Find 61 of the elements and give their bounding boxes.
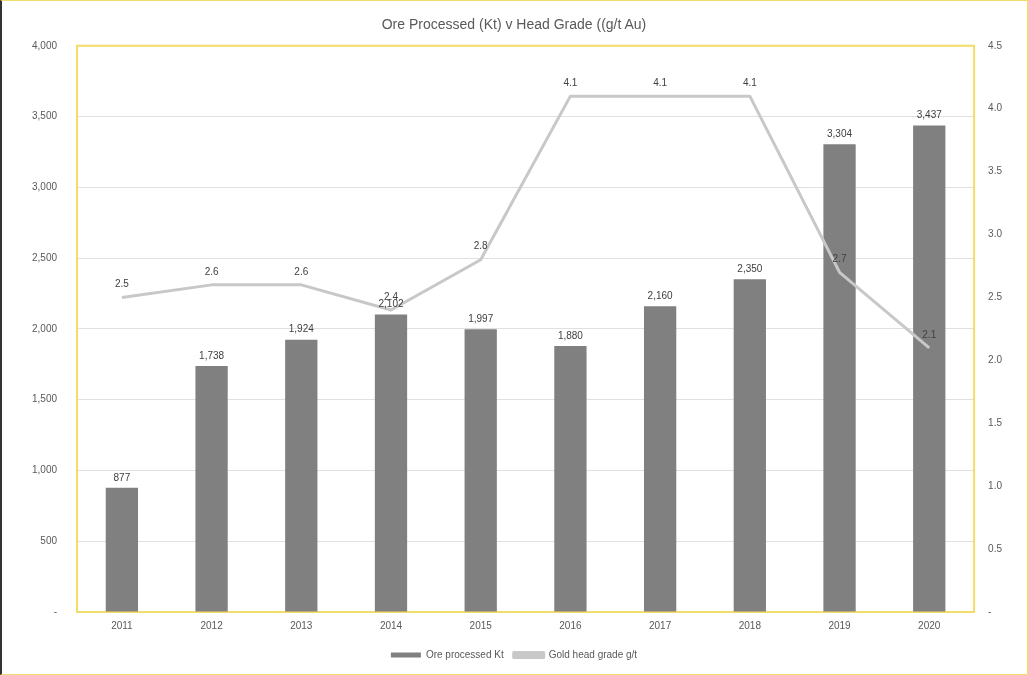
data-label: 4.1 <box>563 76 578 88</box>
y2-tick-label: - <box>988 605 992 617</box>
x-tick-label: 2012 <box>200 619 224 631</box>
x-tick-label: 2018 <box>738 619 762 631</box>
data-label: 2.7 <box>832 253 847 265</box>
data-label: 4.1 <box>653 76 668 88</box>
y-tick-label: 2,000 <box>31 322 58 334</box>
data-label: 1,924 <box>288 323 315 335</box>
bar <box>554 345 587 612</box>
y2-tick-label: 1.0 <box>988 479 1003 491</box>
x-tick-label: 2019 <box>828 619 852 631</box>
x-tick-label: 2016 <box>559 619 582 631</box>
data-label: 2,350 <box>737 263 763 275</box>
x-tick-label: 2014 <box>379 619 403 631</box>
data-label: 2.6 <box>294 265 309 277</box>
data-label: 2.1 <box>922 328 937 340</box>
y2-tick-label: 2.0 <box>988 354 1003 366</box>
y-tick-label: 500 <box>40 534 58 546</box>
x-tick-label: 2015 <box>469 619 493 631</box>
x-tick-label: 2011 <box>111 619 134 631</box>
x-tick-label: 2020 <box>918 619 941 631</box>
data-label: 2.5 <box>114 278 130 290</box>
bar <box>105 487 139 612</box>
y2-tick-label: 3.5 <box>988 165 1003 177</box>
y-tick-label: 2,500 <box>31 251 58 263</box>
y-tick-label: 1,000 <box>31 464 58 476</box>
bar <box>733 279 766 612</box>
data-label: 2,160 <box>647 290 674 301</box>
y-tick-label: - <box>53 605 58 617</box>
bar <box>643 306 677 612</box>
bar <box>464 329 497 612</box>
bar <box>374 314 408 612</box>
x-tick-label: 2017 <box>649 619 672 631</box>
data-label: 3,437 <box>916 109 943 121</box>
chart-title: Ore Processed (Kt) v Head Grade ((g/t Au) <box>381 16 647 33</box>
data-label: 1,880 <box>557 329 584 341</box>
bar <box>823 144 856 612</box>
bar <box>195 365 228 612</box>
data-label: 2,102 <box>378 298 404 310</box>
data-label: 1,997 <box>468 313 494 325</box>
legend-label: Ore processed Kt <box>425 648 504 660</box>
data-label: 2.6 <box>204 265 219 277</box>
data-label: 877 <box>113 471 131 483</box>
y2-tick-label: 1.5 <box>988 417 1003 429</box>
y-tick-label: 4,000 <box>31 39 58 51</box>
bar <box>913 125 946 612</box>
y-tick-label: 1,500 <box>31 393 58 405</box>
bar <box>285 339 318 612</box>
x-tick-label: 2013 <box>290 619 313 631</box>
y2-tick-label: 3.0 <box>988 228 1003 240</box>
y2-tick-label: 2.5 <box>988 291 1003 303</box>
data-label: 4.1 <box>742 76 758 88</box>
y2-tick-label: 4.5 <box>988 39 1003 51</box>
y-tick-label: 3,500 <box>31 110 58 122</box>
data-label: 1,738 <box>199 349 225 361</box>
y-tick-label: 3,000 <box>31 181 58 193</box>
data-label: 2.8 <box>473 240 489 252</box>
y2-tick-label: 0.5 <box>988 542 1003 554</box>
y2-tick-label: 4.0 <box>988 102 1003 114</box>
data-label: 3,304 <box>827 128 853 140</box>
legend-label: Gold head grade g/t <box>548 648 638 660</box>
